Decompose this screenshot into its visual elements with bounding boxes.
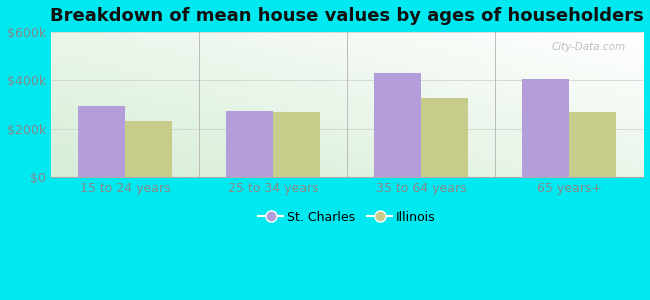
Bar — [125, 121, 172, 177]
Legend: St. Charles, Illinois: St. Charles, Illinois — [253, 206, 441, 229]
Title: Breakdown of mean house values by ages of householders: Breakdown of mean house values by ages o… — [50, 7, 644, 25]
Bar — [421, 98, 469, 177]
Bar — [273, 112, 320, 177]
Bar — [77, 106, 125, 177]
Text: City-Data.com: City-Data.com — [551, 42, 625, 52]
Bar — [374, 73, 421, 177]
Bar — [522, 79, 569, 177]
Bar — [569, 112, 616, 177]
Bar — [226, 110, 273, 177]
